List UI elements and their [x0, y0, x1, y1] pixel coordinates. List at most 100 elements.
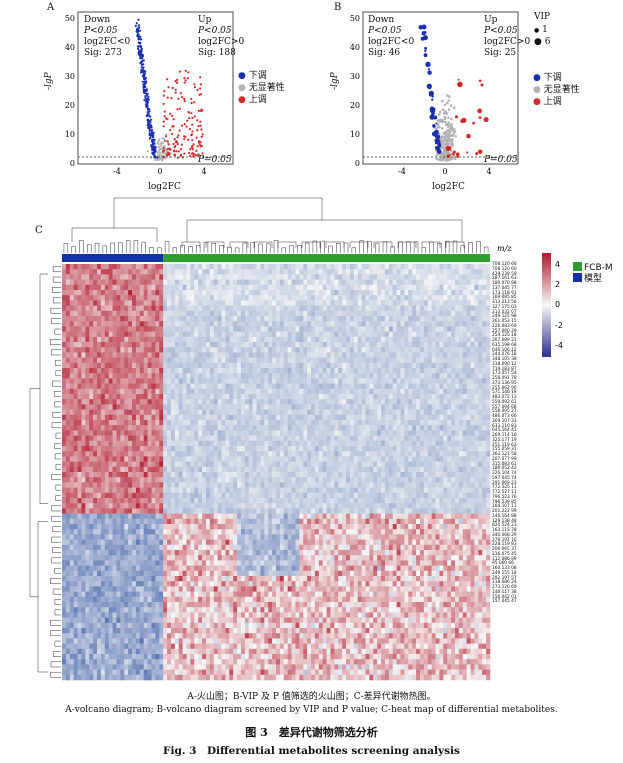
heatmap-cell — [89, 394, 94, 400]
dendrogram-branch — [157, 247, 162, 253]
scatter-point — [141, 80, 144, 83]
heatmap-cell — [205, 399, 211, 405]
scatter-point — [449, 104, 453, 107]
heatmap-cell — [482, 331, 487, 338]
heatmap-cell — [381, 378, 386, 384]
heatmap-cell — [264, 290, 269, 296]
heatmap-cell — [182, 368, 187, 374]
heatmap-cell — [135, 383, 141, 390]
heatmap-cell — [237, 310, 242, 317]
heatmap-cell — [198, 305, 203, 312]
heatmap-cell — [295, 425, 300, 431]
scatter-point — [150, 118, 153, 121]
heatmap-cell — [225, 388, 230, 395]
heatmap-cell — [73, 352, 78, 358]
heatmap-cell — [202, 269, 207, 275]
dendrogram-branch — [102, 245, 107, 253]
heatmap-cell — [299, 290, 304, 296]
heatmap-cell — [182, 310, 187, 317]
heatmap-cell — [93, 425, 98, 431]
heatmap-cell — [252, 373, 257, 379]
heatmap-cell — [458, 321, 464, 327]
heatmap-cell — [447, 425, 452, 431]
heatmap-cell — [474, 399, 479, 405]
heatmap-cell — [404, 300, 409, 306]
scatter-point — [162, 125, 165, 128]
heatmap-cell — [268, 399, 273, 405]
legend-item-ns: ● 无显著性 — [238, 83, 285, 93]
heatmap-cell — [217, 425, 222, 431]
scatter-point — [163, 110, 166, 113]
scatter-point — [190, 152, 194, 155]
heatmap-cell — [139, 321, 145, 327]
heatmap-cell — [100, 331, 106, 338]
dendrogram-branch — [51, 474, 61, 481]
heatmap-cell — [404, 290, 409, 296]
heatmap-cell — [334, 279, 339, 286]
heatmap-cell — [240, 264, 246, 270]
heatmap-cell — [89, 300, 94, 306]
heatmap-cell — [217, 300, 222, 306]
heatmap-cell — [209, 414, 215, 421]
heatmap-cell — [303, 404, 308, 410]
scatter-point — [140, 38, 143, 41]
heatmap-cell — [221, 295, 226, 301]
scatter-point — [184, 69, 187, 72]
heatmap-cell — [279, 388, 285, 395]
heatmap-cell — [198, 352, 203, 358]
heatmap-cell — [147, 451, 152, 457]
heatmap-cell — [104, 440, 109, 447]
heatmap-cell — [303, 347, 308, 353]
scatter-point — [142, 88, 145, 91]
heatmap-cell — [124, 446, 129, 452]
heatmap-cell — [287, 446, 292, 452]
heatmap-cell — [342, 373, 347, 379]
heatmap-cell — [178, 399, 183, 405]
heatmap-cell — [276, 295, 281, 301]
heatmap-cell — [303, 321, 308, 327]
heatmap-cell — [400, 336, 405, 343]
heatmap-cell — [240, 399, 246, 405]
heatmap-cell — [104, 300, 109, 306]
scatter-point — [152, 147, 155, 150]
heatmap-cell — [486, 310, 491, 317]
heatmap-cell — [349, 305, 355, 312]
heatmap-cell — [256, 300, 261, 306]
heatmap-cell — [112, 362, 117, 369]
heatmap-cell — [97, 388, 102, 395]
heatmap-cell — [334, 414, 339, 421]
heatmap-cell — [412, 399, 417, 405]
heatmap-cell — [202, 321, 207, 327]
heatmap-cell — [89, 399, 94, 405]
heatmap-cell — [209, 290, 215, 296]
heatmap-cell — [163, 378, 168, 384]
dendrogram-branch — [54, 599, 61, 605]
heatmap-cell — [178, 310, 183, 317]
heatmap-cell — [381, 451, 386, 457]
heatmap-cell — [190, 404, 195, 410]
heatmap-cell — [233, 394, 238, 400]
heatmap-cell — [439, 446, 444, 452]
heatmap-cell — [365, 357, 370, 364]
heatmap-cell — [97, 284, 102, 291]
heatmap-cell — [217, 326, 222, 332]
heatmap-cell — [143, 347, 148, 353]
heatmap-cell — [93, 388, 98, 395]
heatmap-cell — [381, 430, 386, 436]
heatmap-cell — [447, 300, 452, 306]
heatmap-cell — [135, 373, 141, 379]
heatmap-cell — [100, 279, 106, 286]
heatmap-cell — [451, 357, 456, 364]
heatmap-cell — [431, 373, 436, 379]
heatmap-cell — [419, 388, 425, 395]
heatmap-cell — [466, 336, 471, 343]
heatmap-cell — [381, 326, 386, 332]
heatmap-cell — [357, 290, 362, 296]
heatmap-cell — [264, 352, 269, 358]
heatmap-cell — [69, 347, 74, 353]
heatmap-cell — [279, 316, 285, 322]
scatter-point — [192, 143, 195, 146]
heatmap-cell — [338, 326, 343, 332]
heatmap-cell — [342, 295, 347, 301]
heatmap-cell — [361, 404, 366, 410]
